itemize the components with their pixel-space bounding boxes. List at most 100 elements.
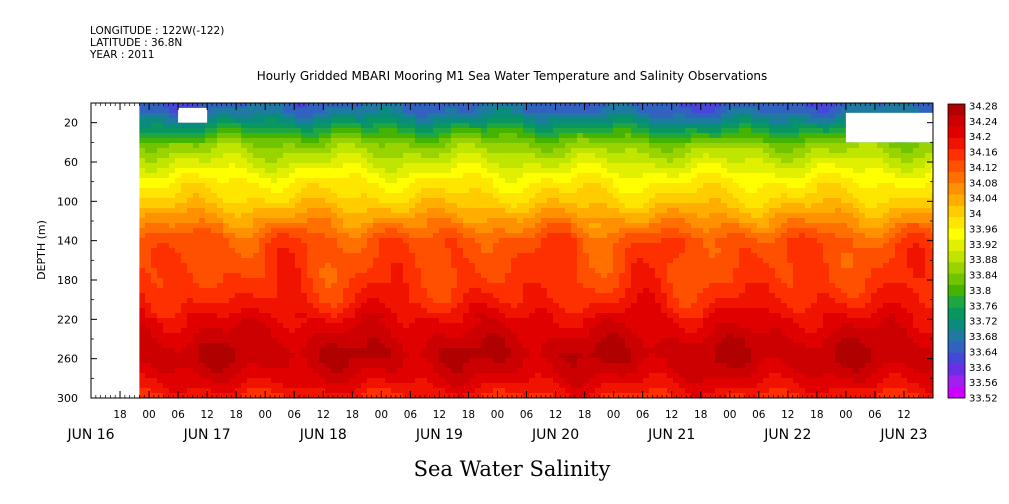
heatmap-cell — [547, 303, 554, 309]
heatmap-cell — [583, 278, 590, 284]
heatmap-cell — [499, 308, 506, 314]
heatmap-cell — [505, 293, 512, 299]
heatmap-cell — [301, 188, 308, 194]
heatmap-cell — [175, 298, 182, 304]
heatmap-cell — [547, 328, 554, 334]
heatmap-cell — [463, 213, 470, 219]
heatmap-cell — [139, 243, 146, 249]
heatmap-cell — [463, 338, 470, 344]
heatmap-cell — [487, 173, 494, 179]
heatmap-cell — [511, 298, 518, 304]
heatmap-cell — [583, 363, 590, 369]
heatmap-cell — [193, 248, 200, 254]
heatmap-cell — [541, 143, 548, 149]
heatmap-cell — [523, 353, 530, 359]
heatmap-cell — [175, 383, 182, 389]
heatmap-cell — [265, 143, 272, 149]
heatmap-cell — [211, 168, 218, 174]
heatmap-cell — [181, 148, 188, 154]
heatmap-cell — [469, 158, 476, 164]
heatmap-cell — [367, 323, 374, 329]
heatmap-cell — [349, 258, 356, 264]
heatmap-cell — [343, 103, 350, 109]
heatmap-cell — [535, 273, 542, 279]
heatmap-cell — [349, 263, 356, 269]
heatmap-cell — [517, 118, 524, 124]
heatmap-cell — [409, 378, 416, 384]
heatmap-cell — [205, 243, 212, 249]
heatmap-cell — [313, 208, 320, 214]
heatmap-cell — [223, 298, 230, 304]
heatmap-cell — [523, 168, 530, 174]
heatmap-cell — [547, 158, 554, 164]
heatmap-cell — [421, 318, 428, 324]
heatmap-cell — [451, 188, 458, 194]
heatmap-cell — [475, 153, 482, 159]
heatmap-cell — [475, 218, 482, 224]
heatmap-cell — [439, 308, 446, 314]
heatmap-cell — [343, 388, 350, 394]
heatmap-cell — [415, 168, 422, 174]
heatmap-cell — [547, 358, 554, 364]
heatmap-cell — [469, 138, 476, 144]
heatmap-cell — [163, 273, 170, 279]
heatmap-cell — [553, 168, 560, 174]
heatmap-cell — [523, 148, 530, 154]
heatmap-cell — [229, 113, 236, 119]
heatmap-cell — [403, 238, 410, 244]
heatmap-cell — [451, 263, 458, 269]
heatmap-cell — [355, 368, 362, 374]
heatmap-cell — [571, 378, 578, 384]
heatmap-cell — [277, 148, 284, 154]
heatmap-cell — [349, 228, 356, 234]
heatmap-cell — [199, 323, 206, 329]
heatmap-cell — [205, 313, 212, 319]
heatmap-cell — [511, 133, 518, 139]
heatmap-cell — [535, 228, 542, 234]
heatmap-cell — [157, 133, 164, 139]
heatmap-cell — [397, 253, 404, 259]
heatmap-cell — [529, 288, 536, 294]
heatmap-cell — [247, 178, 254, 184]
heatmap-cell — [499, 293, 506, 299]
heatmap-cell — [289, 123, 296, 129]
heatmap-cell — [175, 148, 182, 154]
heatmap-cell — [265, 218, 272, 224]
heatmap-cell — [223, 238, 230, 244]
heatmap-cell — [463, 323, 470, 329]
heatmap-cell — [217, 238, 224, 244]
heatmap-cell — [451, 313, 458, 319]
heatmap-cell — [397, 103, 404, 109]
heatmap-cell — [571, 388, 578, 394]
heatmap-cell — [139, 313, 146, 319]
heatmap-cell — [421, 248, 428, 254]
heatmap-cell — [325, 303, 332, 309]
heatmap-cell — [175, 133, 182, 139]
heatmap-cell — [307, 253, 314, 259]
heatmap-cell — [421, 343, 428, 349]
latitude-label: LATITUDE : 36.8N — [90, 37, 183, 49]
heatmap-cell — [427, 198, 434, 204]
heatmap-cell — [421, 103, 428, 109]
heatmap-cell — [439, 183, 446, 189]
heatmap-cell — [289, 318, 296, 324]
heatmap-cell — [589, 183, 596, 189]
heatmap-cell — [583, 228, 590, 234]
heatmap-cell — [367, 128, 374, 134]
heatmap-cell — [589, 148, 596, 154]
heatmap-cell — [511, 228, 518, 234]
heatmap-cell — [217, 273, 224, 279]
heatmap-cell — [565, 148, 572, 154]
heatmap-cell — [385, 363, 392, 369]
heatmap-cell — [475, 133, 482, 139]
heatmap-cell — [259, 198, 266, 204]
heatmap-cell — [433, 268, 440, 274]
heatmap-cell — [493, 158, 500, 164]
heatmap-cell — [253, 373, 260, 379]
heatmap-cell — [397, 173, 404, 179]
heatmap-cell — [571, 178, 578, 184]
heatmap-cell — [403, 323, 410, 329]
heatmap-cell — [385, 173, 392, 179]
heatmap-cell — [589, 318, 596, 324]
heatmap-cell — [187, 323, 194, 329]
